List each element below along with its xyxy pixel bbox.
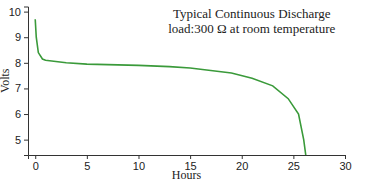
subtitle: load:300 Ω at room temperature bbox=[168, 21, 335, 36]
y-tick: 10 bbox=[9, 6, 28, 18]
y-tick: 6 bbox=[15, 108, 28, 120]
x-tick-mark bbox=[345, 155, 346, 159]
y-tick-mark bbox=[24, 12, 28, 13]
x-tick-mark bbox=[138, 155, 139, 159]
y-tick: 8 bbox=[15, 57, 28, 69]
x-tick-label: 10 bbox=[133, 160, 145, 172]
y-tick-mark bbox=[24, 114, 28, 115]
x-tick-label: 20 bbox=[236, 160, 248, 172]
x-tick-mark bbox=[87, 155, 88, 159]
y-axis-title: Volts bbox=[0, 68, 12, 93]
y-tick-label: 5 bbox=[15, 134, 21, 146]
y-tick-label: 10 bbox=[9, 6, 21, 18]
x-tick-mark bbox=[293, 155, 294, 159]
y-tick-mark bbox=[24, 88, 28, 89]
x-tick-label: 0 bbox=[33, 160, 39, 172]
x-tick-label: 25 bbox=[288, 160, 300, 172]
x-tick-label: 30 bbox=[339, 160, 351, 172]
y-tick-label: 8 bbox=[15, 57, 21, 69]
x-tick: 10 bbox=[133, 155, 145, 172]
x-tick: 5 bbox=[84, 155, 90, 172]
title: Typical Continuous Discharge bbox=[173, 6, 331, 21]
y-tick: 7 bbox=[15, 82, 28, 94]
y-tick-label: 7 bbox=[15, 82, 21, 94]
x-tick: 20 bbox=[236, 155, 248, 172]
x-tick: 0 bbox=[33, 155, 39, 172]
chart: 0510152025305678910Typical Continuous Di… bbox=[0, 0, 370, 182]
discharge-line bbox=[35, 19, 306, 155]
y-tick-mark bbox=[24, 63, 28, 64]
plot-area bbox=[35, 19, 306, 155]
y-tick-label: 9 bbox=[15, 31, 21, 43]
x-tick: 30 bbox=[339, 155, 351, 172]
y-tick-mark bbox=[24, 37, 28, 38]
x-tick-mark bbox=[190, 155, 191, 159]
x-tick-label: 5 bbox=[84, 160, 90, 172]
x-tick-mark bbox=[35, 155, 36, 159]
y-tick-mark bbox=[24, 140, 28, 141]
x-tick-mark bbox=[242, 155, 243, 159]
x-tick: 25 bbox=[288, 155, 300, 172]
x-axis-title: Hours bbox=[172, 168, 202, 182]
y-tick: 9 bbox=[15, 31, 28, 43]
y-tick-label: 6 bbox=[15, 108, 21, 120]
x-axis-line bbox=[29, 156, 346, 160]
y-axis-line bbox=[24, 7, 29, 156]
y-tick: 5 bbox=[15, 134, 28, 146]
